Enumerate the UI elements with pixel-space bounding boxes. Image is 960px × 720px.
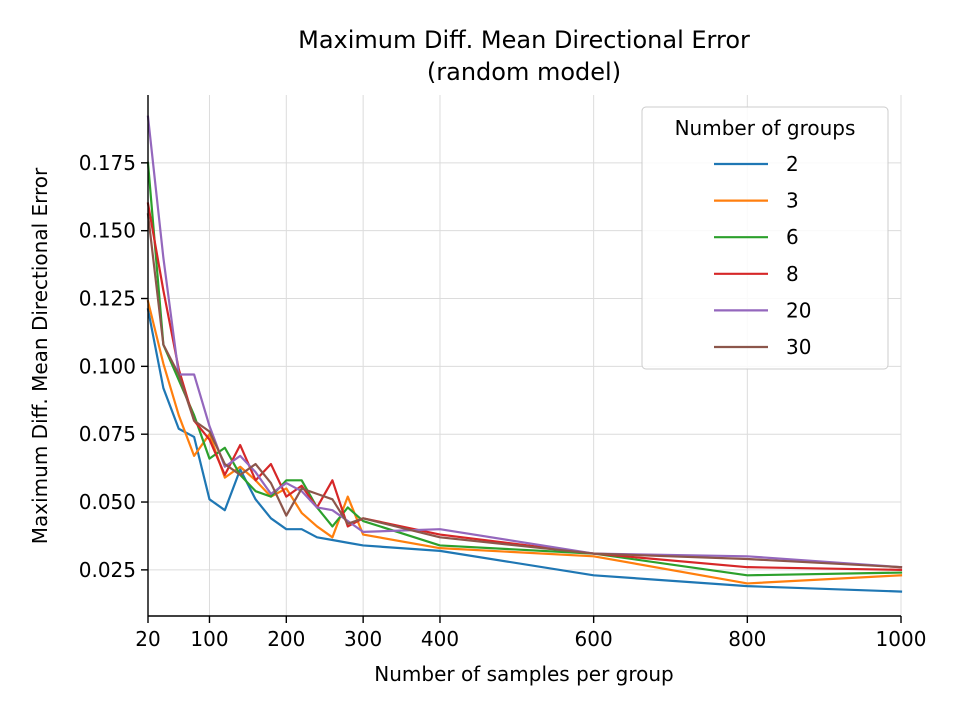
y-tick-label: 0.125	[79, 287, 136, 311]
legend-title: Number of groups	[675, 116, 856, 140]
y-tick-label: 0.150	[79, 219, 136, 243]
y-tick-label: 0.025	[79, 558, 136, 582]
y-tick-label: 0.100	[79, 354, 136, 378]
x-tick-label: 800	[728, 627, 766, 651]
y-tick-label: 0.075	[79, 422, 136, 446]
chart-title: Maximum Diff. Mean Directional Error	[298, 26, 750, 54]
y-axis-ticks: 0.025 0.050 0.075 0.100 0.125 0.150 0.175	[79, 151, 148, 582]
x-axis-ticks: 20 100 200 300 400 600 800 1000	[135, 616, 926, 651]
series-line-6	[146, 161, 903, 577]
x-tick-label: 100	[190, 627, 228, 651]
series-line-2	[146, 308, 903, 593]
legend-label-8: 8	[786, 262, 799, 286]
chart-subtitle: (random model)	[427, 58, 621, 86]
x-tick-label: 20	[135, 627, 160, 651]
x-tick-label: 300	[344, 627, 382, 651]
legend-label-30: 30	[786, 335, 811, 359]
legend-label-6: 6	[786, 225, 799, 249]
y-tick-label: 0.175	[79, 151, 136, 175]
x-tick-label: 200	[267, 627, 305, 651]
series-line-3	[146, 299, 903, 585]
legend: Number of groups 2 3 6 8 20 30	[641, 106, 889, 370]
legend-items: 2 3 6 8 20 30	[714, 152, 811, 359]
legend-label-20: 20	[786, 298, 811, 322]
legend-label-3: 3	[786, 189, 799, 213]
x-axis-label: Number of samples per group	[374, 662, 674, 686]
axes	[147, 95, 901, 617]
x-tick-label: 600	[575, 627, 613, 651]
series-line-30	[146, 213, 903, 569]
y-axis-label: Maximum Diff. Mean Directional Error	[28, 167, 52, 544]
legend-label-2: 2	[786, 152, 799, 176]
series-lines	[146, 115, 903, 593]
series-line-20	[146, 115, 903, 569]
x-tick-label: 400	[421, 627, 459, 651]
y-tick-label: 0.050	[79, 490, 136, 514]
x-tick-label: 1000	[876, 627, 927, 651]
chart-title-group: Maximum Diff. Mean Directional Error (ra…	[298, 26, 750, 86]
